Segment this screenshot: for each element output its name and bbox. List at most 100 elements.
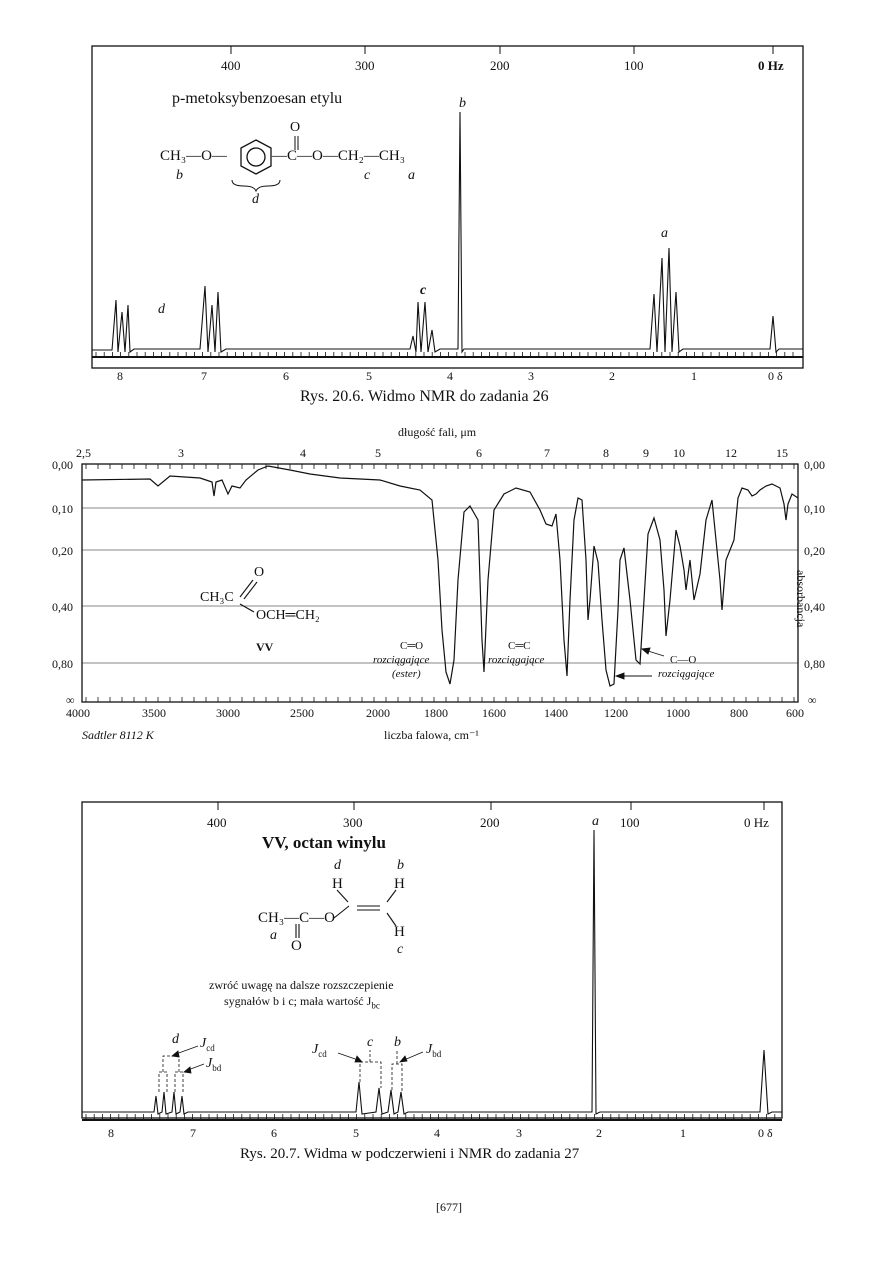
nmr2-ppm-tick-0: 0 δ — [758, 1126, 773, 1140]
nmr2-hz-tick-200: 200 — [480, 815, 500, 830]
ir-top-tick-15: 15 — [776, 446, 788, 460]
nmr2-struct-h2: H — [394, 876, 405, 892]
nmr2-hz-tick-100: 100 — [620, 815, 640, 830]
nmr1-caption: Rys. 20.6. Widmo NMR do zadania 26 — [300, 388, 549, 405]
ir-annot-cc-1: C═C — [508, 640, 531, 652]
nmr2-note-sub: bc — [371, 1000, 380, 1011]
nmr2-ppm-tick-3: 3 — [516, 1126, 522, 1140]
ir-top-tick-9: 9 — [643, 446, 649, 460]
ir-annot-c-o-1: C—O — [670, 654, 697, 666]
nmr2-peak-a: a — [592, 814, 599, 829]
ir-gridlines — [82, 507, 798, 664]
nmr2-j-arrows — [171, 1045, 424, 1074]
ir-left-tick-5: ∞ — [66, 693, 75, 707]
nmr2-compound-name: VV, octan winylu — [262, 833, 386, 852]
ir-right-tick-4: 0,80 — [804, 657, 825, 671]
nmr2-peak-d: d — [172, 1032, 179, 1047]
ir-left-tick-0: 0,00 — [52, 458, 73, 472]
nmr2-struct-h1: H — [332, 876, 343, 892]
nmr1-ppm-tick-6: 6 — [283, 369, 289, 383]
ir-bottom-tick-600: 600 — [786, 706, 804, 720]
nmr1-hz-tick-100: 100 — [624, 58, 644, 73]
nmr2-splitting-tree — [158, 1050, 403, 1092]
ir-struct-o: O — [254, 565, 265, 580]
nmr2-struct-a: a — [270, 928, 277, 943]
ir-right-tick-1: 0,10 — [804, 502, 825, 516]
ir-annot-co-2: rozciągające — [373, 654, 430, 666]
ir-left-tick-4: 0,80 — [52, 657, 73, 671]
nmr1-struct-a: a — [408, 168, 415, 183]
nmr2-struct-b: b — [397, 858, 404, 873]
nmr2-ppm-tick-1: 1 — [680, 1126, 686, 1140]
nmr1-peak-d: d — [158, 302, 165, 317]
nmr1-hz-tick-300: 300 — [355, 58, 375, 73]
ir-struct-ch3c: CH₃C — [200, 590, 234, 605]
nmr1-hz-tick-200: 200 — [490, 58, 510, 73]
ir-right-tick-2: 0,20 — [804, 544, 825, 558]
ir-annot-co-1: C═O — [400, 640, 424, 652]
nmr1-hz-tick-400: 400 — [221, 58, 241, 73]
ir-top-tick-10: 10 — [673, 446, 685, 460]
nmr1-struct-right: —C—O—CH₂—CH₃ — [272, 148, 405, 164]
nmr2-hz-ticks — [217, 802, 765, 810]
nmr2-peak-b: b — [394, 1035, 401, 1050]
nmr1-ppm-tick-8: 8 — [117, 369, 123, 383]
ir-annot-cc-2: rozciągające — [488, 654, 545, 666]
ir-bottom-tick-4000: 4000 — [66, 706, 90, 720]
ir-bottom-tick-3500: 3500 — [142, 706, 166, 720]
nmr2-caption: Rys. 20.7. Widma w podczerwieni i NMR do… — [240, 1146, 580, 1162]
nmr1-struct-o: O — [290, 120, 301, 135]
nmr2-struct-o: O — [291, 938, 302, 954]
nmr1-ppm-tick-3: 3 — [528, 369, 534, 383]
nmr1-hz-tick-0: 0 Hz — [758, 58, 784, 73]
nmr2-note-text: sygnałów b i c; mała wartość J — [224, 994, 372, 1008]
nmr2-j-label: J — [206, 1056, 213, 1071]
nmr2-ppm-tick-4: 4 — [434, 1126, 440, 1140]
nmr1-peak-c: c — [420, 283, 427, 298]
ir-top-tick-6: 6 — [476, 446, 482, 460]
ir-bottom-tick-3000: 3000 — [216, 706, 240, 720]
nmr2-ppm-tick-5: 5 — [353, 1126, 359, 1140]
ir-bottom-tick-1400: 1400 — [544, 706, 568, 720]
nmr1-struct-b: b — [176, 168, 183, 183]
nmr1-ppm-tick-1: 1 — [691, 369, 697, 383]
ir-bottom-tick-2000: 2000 — [366, 706, 390, 720]
ir-top-tick-2.5: 2,5 — [76, 446, 91, 460]
page-number: [677] — [436, 1200, 462, 1214]
ir-top-tick-4: 4 — [300, 446, 306, 460]
ir-bottom-tick-1000: 1000 — [666, 706, 690, 720]
ir-right-axis-title: absorbancja — [794, 570, 808, 628]
nmr2-ppm-tick-6: 6 — [271, 1126, 277, 1140]
nmr2-j-sub: bd — [212, 1062, 222, 1073]
ir-source: Sadtler 8112 K — [82, 728, 154, 742]
ir-left-tick-1: 0,10 — [52, 502, 73, 516]
nmr2-hz-tick-300: 300 — [343, 815, 363, 830]
nmr2-spectrum — [82, 829, 782, 1115]
ir-spectrum — [81, 465, 799, 687]
nmr2-j-label: J — [200, 1036, 207, 1051]
nmr1-peak-b: b — [459, 96, 466, 111]
ir-left-tick-2: 0,20 — [52, 544, 73, 558]
ir-right-tick-3: 0,40 — [804, 600, 825, 614]
nmr1-ppm-tick-0: 0 δ — [768, 369, 783, 383]
nmr1-struct-left: CH₃—O— — [160, 148, 227, 164]
nmr2-j-sub: cd — [318, 1048, 327, 1059]
nmr1-d-brace — [231, 179, 281, 193]
nmr2-j-cd-right: Jcd — [312, 1042, 327, 1059]
ir-bottom-tick-1600: 1600 — [482, 706, 506, 720]
nmr2-struct-bonds — [295, 889, 397, 938]
nmr2-j-sub: cd — [206, 1042, 215, 1053]
nmr2-j-bd-left: Jbd — [206, 1056, 221, 1073]
nmr2-j-label: J — [426, 1042, 433, 1057]
nmr1-peak-a: a — [661, 226, 668, 241]
nmr2-struct-h3: H — [394, 924, 405, 940]
ir-top-tick-7: 7 — [544, 446, 550, 460]
nmr2-ppm-tick-2: 2 — [596, 1126, 602, 1140]
ir-bottom-axis-title: liczba falowa, cm⁻¹ — [384, 728, 479, 742]
ir-top-tick-3: 3 — [178, 446, 184, 460]
nmr2-note-line1: zwróć uwagę na dalsze rozszczepienie — [209, 978, 394, 992]
ir-right-tick-5: ∞ — [808, 693, 817, 707]
nmr1-ppm-tick-2: 2 — [609, 369, 615, 383]
nmr2-ppm-tick-7: 7 — [190, 1126, 196, 1140]
